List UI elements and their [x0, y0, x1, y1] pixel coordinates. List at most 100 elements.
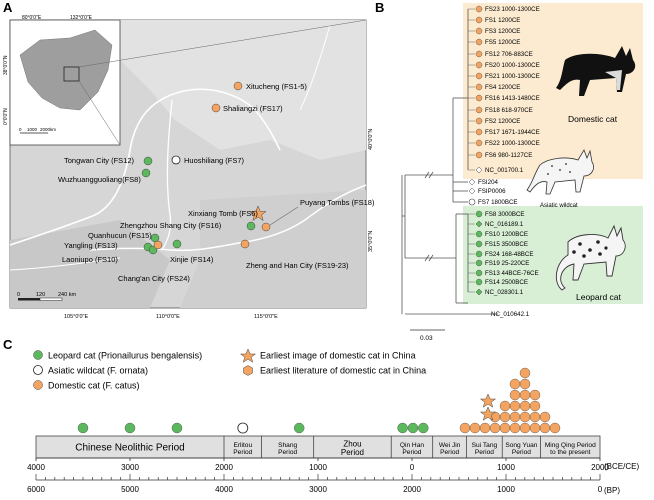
- leopard-cat-illustration: [555, 224, 626, 291]
- leopard-marker: [407, 422, 419, 434]
- period-label: Shang Period: [278, 442, 297, 456]
- leopard-cat-label: Leopard cat: [576, 292, 622, 302]
- map-lon-1: 105°0'0"E: [64, 314, 88, 320]
- svg-text:Puyang Tombs (FS18): Puyang Tombs (FS18): [300, 198, 375, 207]
- svg-text:FS23 1000-1300CE: FS23 1000-1300CE: [485, 6, 540, 13]
- site-huoshiliang: Huoshiliang (FS7): [171, 155, 245, 165]
- bce-tick-label: 3000: [121, 463, 139, 472]
- svg-text:Quanhucun (FS15): Quanhucun (FS15): [88, 231, 152, 240]
- svg-text:FS1 1200CE: FS1 1200CE: [485, 17, 520, 24]
- wildcat-tips: FSI204 FSIP0006 FS7 1800BCE: [468, 178, 518, 206]
- bp-tick-label: 0: [598, 485, 603, 494]
- plain-area: [180, 190, 366, 308]
- svg-text:Shaliangzi (FS17): Shaliangzi (FS17): [223, 104, 283, 113]
- domestic-cluster: [459, 367, 561, 434]
- plateau-area: [120, 20, 366, 160]
- map-lat-2: 35°0'0"N: [368, 231, 374, 252]
- svg-text:NC_028301.1: NC_028301.1: [485, 289, 524, 296]
- domestic-clade-bg: [463, 3, 643, 179]
- site-zhengzhou-shang: Zhengzhou Shang City (FS16): [120, 221, 256, 231]
- earliest-image-star-1: [479, 406, 497, 421]
- site-shaliangzi: Shaliangzi (FS17): [211, 103, 283, 113]
- bp-tick-label: 3000: [309, 485, 327, 494]
- site-puyang: Puyang Tombs (FS18): [261, 198, 375, 232]
- site-xitucheng: Xitucheng (FS1-5): [233, 81, 307, 91]
- svg-text:FS24 168-48BCE: FS24 168-48BCE: [485, 251, 534, 258]
- map-lat-1: 40°0'0"N: [368, 129, 374, 150]
- map-lon-3: 115°0'0"E: [254, 314, 278, 320]
- legend-domestic-label: Domestic cat (F. catus): [48, 381, 140, 391]
- svg-text:NC_016189.1: NC_016189.1: [485, 221, 524, 228]
- svg-text:FS2 1200CE: FS2 1200CE: [485, 118, 520, 125]
- svg-text:FS13 44BCE-76CE: FS13 44BCE-76CE: [485, 270, 539, 277]
- svg-text:FS16 1413-1480CE: FS16 1413-1480CE: [485, 95, 540, 102]
- bce-tick-label: 4000: [27, 463, 45, 472]
- bce-tick-label: 0: [410, 463, 415, 472]
- period-label: Wei Jin Period: [439, 442, 461, 456]
- panel-b-tree: FS23 1000-1300CE FS1 1200CE FS3 1200CE F…: [401, 3, 643, 342]
- svg-text:FS17 1671-1944CE: FS17 1671-1944CE: [485, 129, 540, 136]
- bp-tick-label: 4000: [215, 485, 233, 494]
- bce-tick-label: 2000: [215, 463, 233, 472]
- svg-text:Laoniupo (FS10): Laoniupo (FS10): [62, 255, 118, 264]
- domestic-tips: FS23 1000-1300CE FS1 1200CE FS3 1200CE F…: [468, 5, 540, 174]
- period-label: Erlitou Period: [233, 442, 252, 456]
- river-west: [9, 257, 121, 271]
- wildcat-marker: [237, 422, 249, 434]
- period-label: Qin Han Period: [400, 442, 425, 456]
- site-changan: Chang'an City (FS24): [118, 240, 190, 283]
- svg-text:Huoshiliang (FS7): Huoshiliang (FS7): [184, 156, 245, 165]
- panel-b-label: B: [375, 0, 384, 15]
- bp-unit: (BP): [604, 486, 620, 495]
- asiatic-wildcat-label: Asiatic wildcat: [540, 203, 578, 209]
- legend-leopard-label: Leopard cat (Prionailurus bengalensis): [48, 351, 202, 361]
- period-label: Song Yuan Period: [505, 442, 537, 456]
- svg-text:FS3 1200CE: FS3 1200CE: [485, 28, 520, 35]
- svg-text:FS15 3500BCE: FS15 3500BCE: [485, 241, 528, 248]
- bce-tick-label: 2000: [591, 463, 609, 472]
- svg-text:FSIP0006: FSIP0006: [478, 188, 506, 195]
- svg-text:FS5 1200CE: FS5 1200CE: [485, 39, 520, 46]
- svg-text:FS18 618-970CE: FS18 618-970CE: [485, 107, 533, 114]
- inset-lon-1: 80°0'0"E: [22, 15, 42, 21]
- map-lon-2: 110°0'0"E: [156, 314, 180, 320]
- svg-text:Xitucheng (FS1-5): Xitucheng (FS1-5): [246, 82, 307, 91]
- bce-ce-unit: (BCE/CE): [604, 462, 639, 471]
- bp-tick-label: 1000: [497, 485, 515, 494]
- leopard-marker: [124, 422, 136, 434]
- svg-text:Zheng and Han City (FS19-23): Zheng and Han City (FS19-23): [246, 261, 349, 270]
- mountain-area: [10, 220, 170, 308]
- svg-text:Wuzhuangguoliang(FS8): Wuzhuangguoliang(FS8): [58, 175, 141, 184]
- svg-text:FS4 1200CE: FS4 1200CE: [485, 84, 520, 91]
- period-label: Ming Qing Period to the present: [545, 442, 596, 456]
- site-xinxiang: Xinxiang Tomb (FS6): [188, 205, 267, 222]
- svg-text:FS14 2500BCE: FS14 2500BCE: [485, 279, 528, 286]
- period-label: Chinese Neolithic Period: [75, 443, 185, 454]
- panel-c-legend: Leopard cat (Prionailurus bengalensis) A…: [33, 348, 426, 391]
- inset-lat-1: 38°0'0"N: [3, 55, 9, 75]
- inset-connector-2: [78, 80, 121, 146]
- site-wuzhuangguoliang: Wuzhuangguoliang(FS8): [58, 168, 151, 184]
- map-scale-bar: 0 120 240 km: [17, 292, 76, 301]
- leopard-tips: FS8 3000BCE NC_016189.1 FS10 1200BCE FS1…: [468, 210, 539, 296]
- site-zheng-han: Zheng and Han City (FS19-23): [240, 239, 349, 270]
- legend-wildcat-label: Asiatic wildcat (F. ornata): [48, 366, 148, 376]
- site-tongwan: Tongwan City (FS12): [64, 156, 153, 166]
- panel-c-timeline: Chinese Neolithic Period Erlitou Period Sha…: [27, 367, 639, 495]
- tree-scale-label: 0.03: [420, 335, 433, 342]
- leopard-marker: [397, 422, 408, 434]
- svg-text:FS22 1000-1300CE: FS22 1000-1300CE: [485, 140, 540, 147]
- panel-c-label: C: [3, 337, 13, 352]
- svg-text:0: 0: [17, 292, 20, 298]
- svg-text:FS8 3000BCE: FS8 3000BCE: [485, 211, 525, 218]
- inset-scale-1: 1000: [27, 127, 38, 132]
- river-north: [299, 24, 331, 111]
- svg-text:FS19 25-220CE: FS19 25-220CE: [485, 260, 529, 267]
- asiatic-wildcat-illustration: [526, 149, 594, 195]
- inset-lat-2: 0°0'0"N: [3, 108, 9, 125]
- svg-text:FS10 1200BCE: FS10 1200BCE: [485, 231, 528, 238]
- bp-tick-label: 2000: [403, 485, 421, 494]
- bp-tick-label: 5000: [121, 485, 139, 494]
- bce-tick-label: 1000: [309, 463, 327, 472]
- inset-connector-1: [78, 19, 367, 68]
